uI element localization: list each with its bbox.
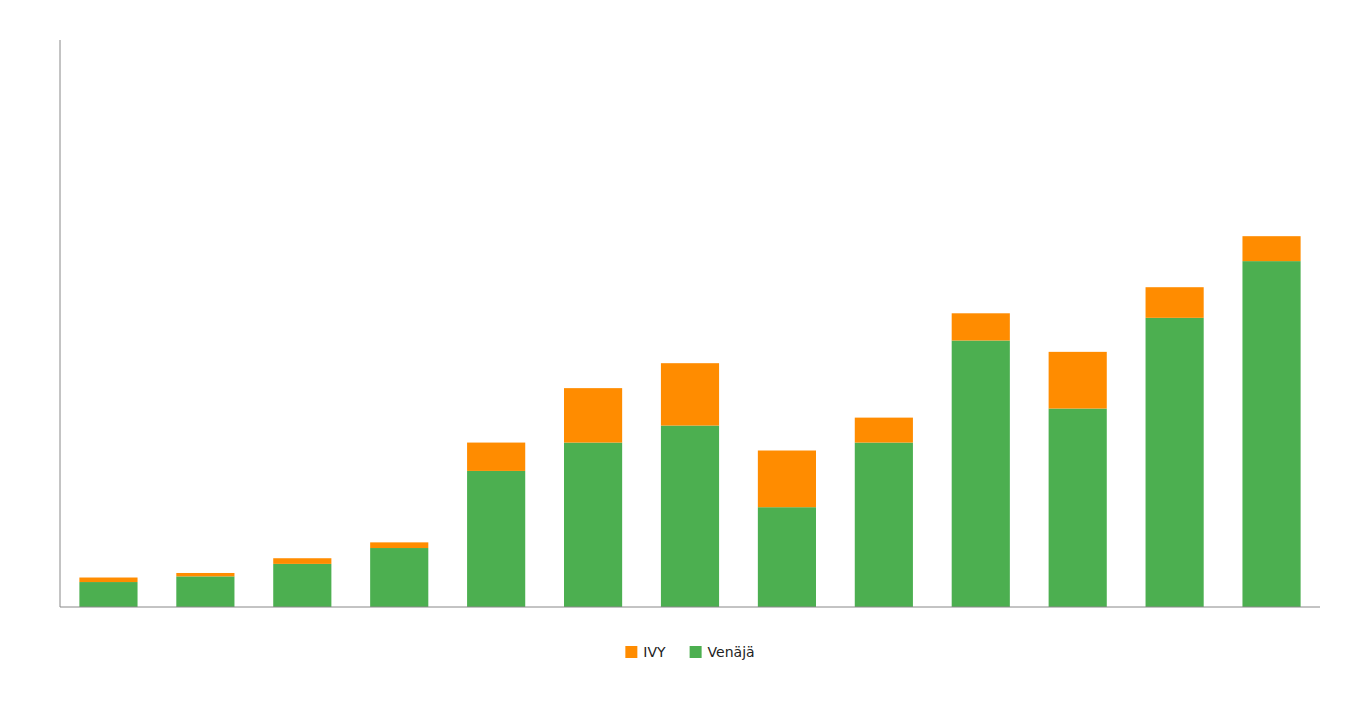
bar-segment xyxy=(467,443,525,471)
bar-segment xyxy=(176,576,234,607)
legend-swatch xyxy=(625,646,637,658)
chart-container: IVY Venäjä xyxy=(0,0,1352,717)
bar-segment xyxy=(758,451,816,508)
bar-segment xyxy=(1242,236,1300,261)
legend-item: Venäjä xyxy=(690,644,755,660)
legend-item: IVY xyxy=(625,644,666,660)
bar-segment xyxy=(467,471,525,607)
bar-segment xyxy=(661,426,719,607)
bar-segment xyxy=(758,507,816,607)
bar-segment xyxy=(855,418,913,443)
bar-segment xyxy=(273,558,331,564)
bar-segment xyxy=(1242,261,1300,607)
bar-segment xyxy=(661,363,719,425)
bar-segment xyxy=(952,313,1010,340)
legend-label: IVY xyxy=(643,644,666,660)
bar-segment xyxy=(176,573,234,576)
bar-segment xyxy=(952,341,1010,607)
bars xyxy=(79,236,1300,607)
legend-label: Venäjä xyxy=(708,644,755,660)
legend-swatch xyxy=(690,646,702,658)
bar-segment xyxy=(1146,287,1204,318)
x-axis-line xyxy=(60,607,1320,608)
bar-segment xyxy=(1049,409,1107,607)
y-axis-line xyxy=(60,40,61,607)
bar-segment xyxy=(564,388,622,442)
bar-segment xyxy=(79,582,137,607)
bar-segment xyxy=(855,443,913,607)
bar-segment xyxy=(1146,318,1204,607)
legend: IVY Venäjä xyxy=(625,644,754,660)
bar-segment xyxy=(370,548,428,607)
bar-segment xyxy=(564,443,622,607)
bar-segment xyxy=(1049,352,1107,409)
bar-segment xyxy=(273,564,331,607)
bar-segment xyxy=(79,578,137,583)
chart-svg: IVY Venäjä xyxy=(0,0,1352,717)
bar-segment xyxy=(370,542,428,548)
